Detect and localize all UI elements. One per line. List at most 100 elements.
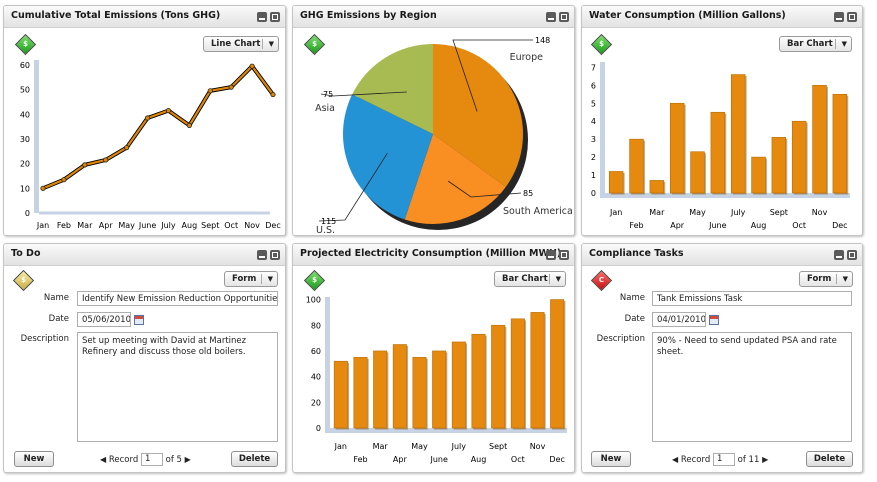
chart-type-select[interactable]: Bar Chart ▼ [779, 36, 852, 52]
chart-type-label: Bar Chart [502, 274, 548, 284]
y-tick-label: 100 [306, 296, 321, 305]
name-field[interactable]: Tank Emissions Task [652, 291, 852, 306]
x-tick-label: Dec [549, 455, 564, 464]
data-point [124, 145, 130, 151]
name-field[interactable]: Identify New Emission Reduction Opportun… [77, 291, 278, 306]
name-label: Name [619, 293, 645, 303]
view-select[interactable]: Form ▼ [224, 271, 278, 287]
minimize-icon[interactable] [834, 250, 844, 260]
bar [771, 137, 787, 194]
y-tick-label: 40 [311, 373, 321, 382]
bar [669, 102, 685, 194]
record-navigator: ◀ Record 1 of 5 ▶ [100, 453, 191, 466]
slice-label: South America [503, 206, 573, 217]
y-tick-label: 50 [20, 86, 30, 95]
emissions-line-chart: 0 10 20 30 40 50 60 Jan Feb Mar Apr May June July Aug S… [20, 60, 281, 230]
bar [392, 344, 407, 429]
x-tick-label: May [118, 221, 135, 230]
previous-record-icon[interactable]: ◀ [100, 455, 107, 464]
bar [432, 350, 447, 429]
emissions-panel: Cumulative Total Emissions (Tons GHG) $ … [3, 5, 286, 236]
date-label: Date [624, 314, 645, 324]
date-field[interactable]: 05/06/2010 [77, 312, 131, 327]
date-field[interactable]: 04/01/2010 [652, 312, 706, 327]
x-tick-label: July [451, 442, 467, 451]
x-tick-label: Feb [353, 455, 367, 464]
y-tick-label: 4 [591, 117, 596, 126]
chevron-down-icon: ▼ [841, 40, 847, 48]
x-tick-label: Dec [265, 221, 280, 230]
x-tick-label: Mar [649, 208, 665, 217]
view-select-label: Form [232, 274, 257, 284]
record-label: Record [680, 455, 711, 465]
pie-slice [433, 44, 523, 187]
maximize-icon[interactable] [847, 250, 857, 260]
x-tick-label: June [708, 221, 727, 230]
description-label: Description [596, 334, 645, 344]
bar [530, 312, 545, 429]
panel-title: GHG Emissions by Region [300, 10, 437, 21]
new-button[interactable]: New [14, 451, 54, 467]
electricity-panel: Projected Electricity Consumption (Milli… [292, 243, 575, 473]
minimize-icon[interactable] [546, 250, 556, 260]
previous-record-icon[interactable]: ◀ [672, 455, 679, 464]
chart-type-select[interactable]: Line Chart ▼ [203, 36, 279, 52]
record-navigator: ◀ Record 1 of 11 ▶ [672, 453, 768, 466]
slice-value-label: 85 [523, 189, 533, 198]
x-tick-label: Apr [99, 221, 114, 230]
bar [491, 324, 506, 429]
pie-slice [404, 134, 506, 224]
leader-line [318, 152, 388, 222]
panel-title: Water Consumption (Million Gallons) [589, 10, 786, 21]
x-tick-label: June [138, 221, 157, 230]
data-point [61, 177, 67, 183]
description-field[interactable]: 90% - Need to send updated PSA and rate … [652, 332, 852, 442]
bar [649, 180, 665, 194]
data-point [165, 107, 172, 114]
calendar-icon[interactable] [709, 315, 719, 325]
record-number-input[interactable]: 1 [140, 453, 163, 466]
x-tick-label: June [429, 455, 448, 464]
calendar-icon[interactable] [134, 315, 144, 325]
data-point [270, 91, 276, 98]
minimize-icon[interactable] [834, 12, 844, 22]
description-field[interactable]: Set up meeting with David at Martinez Re… [77, 332, 278, 442]
minimize-icon[interactable] [546, 12, 556, 22]
data-point [186, 122, 192, 128]
status-indicator-icon: C [590, 269, 613, 292]
maximize-icon[interactable] [270, 12, 280, 22]
chevron-down-icon: ▼ [267, 275, 273, 283]
next-record-icon[interactable]: ▶ [184, 455, 191, 464]
x-tick-label: Dec [832, 221, 847, 230]
maximize-icon[interactable] [559, 12, 569, 22]
y-tick-label: 40 [20, 110, 30, 119]
delete-button[interactable]: Delete [231, 451, 278, 467]
maximize-icon[interactable] [270, 250, 280, 260]
slice-label: Asia [315, 103, 335, 114]
view-select[interactable]: Form ▼ [799, 271, 853, 287]
x-tick-label: Jan [36, 221, 49, 230]
y-tick-label: 1 [591, 171, 596, 180]
new-button[interactable]: New [591, 451, 631, 467]
panel-title: Projected Electricity Consumption (Milli… [300, 248, 562, 259]
record-number-input[interactable]: 1 [712, 453, 735, 466]
water-panel: Water Consumption (Million Gallons) $ Ba… [581, 5, 863, 236]
data-point [103, 157, 109, 163]
bar [710, 111, 726, 194]
x-tick-label: May [411, 442, 428, 451]
minimize-icon[interactable] [257, 250, 267, 260]
leader-line [320, 91, 407, 97]
panel-header: Projected Electricity Consumption (Milli… [293, 244, 574, 266]
data-point [207, 88, 213, 94]
slice-value-label: 115 [321, 217, 336, 226]
chart-type-select[interactable]: Bar Chart ▼ [494, 271, 566, 287]
panel-header: Cumulative Total Emissions (Tons GHG) [4, 6, 285, 28]
x-tick-label: Sept [201, 221, 219, 230]
maximize-icon[interactable] [847, 12, 857, 22]
next-record-icon[interactable]: ▶ [762, 455, 769, 464]
x-tick-label: Oct [224, 221, 238, 230]
delete-button[interactable]: Delete [806, 451, 853, 467]
maximize-icon[interactable] [559, 250, 569, 260]
minimize-icon[interactable] [257, 12, 267, 22]
